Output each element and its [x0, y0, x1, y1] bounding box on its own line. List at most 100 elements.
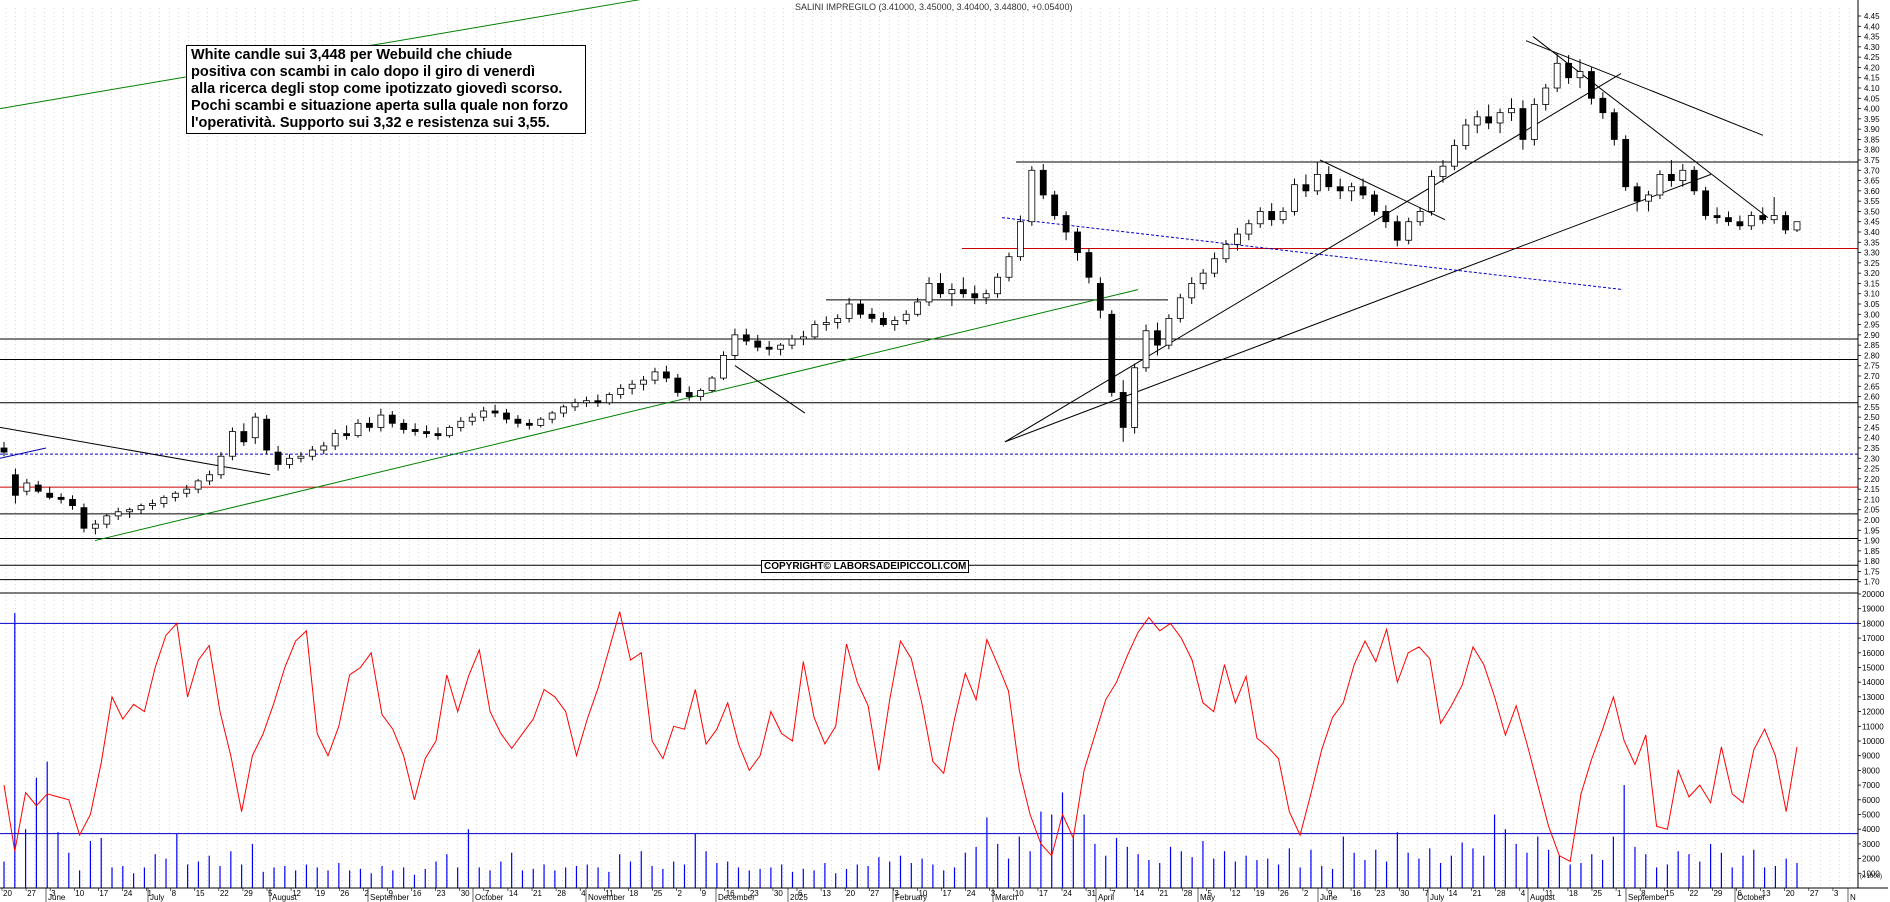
candle-body: [1702, 190, 1710, 216]
candle-body: [1588, 71, 1595, 99]
candle-body: [1747, 215, 1755, 227]
price-tick-label: 3.60: [1864, 187, 1880, 196]
candle-body: [662, 371, 670, 379]
candle-body: [1119, 392, 1127, 428]
volume-tick-label: 1000: [1862, 869, 1880, 878]
candle-body: [69, 499, 76, 506]
candle-body: [1268, 211, 1276, 221]
price-tick-label: 2.05: [1864, 506, 1880, 515]
day-label: 9: [388, 889, 393, 898]
candle: [103, 513, 111, 529]
day-label: 23: [1376, 889, 1385, 898]
day-label: 8: [1641, 889, 1646, 898]
candle-body: [1713, 215, 1721, 219]
candle: [1119, 380, 1127, 442]
trend-line: [94, 289, 1139, 542]
candle: [994, 273, 1001, 298]
day-label: 4: [581, 889, 586, 898]
candle-body: [925, 283, 933, 303]
day-label: 30: [1400, 889, 1409, 898]
day-label: 10: [1015, 889, 1024, 898]
candle-body: [1336, 186, 1344, 192]
candle-body: [1256, 211, 1264, 225]
candle-body: [1496, 112, 1504, 124]
candle-body: [1325, 173, 1333, 188]
candle: [1039, 164, 1047, 200]
day-label: 18: [629, 889, 638, 898]
volume-tick-label: 15000: [1862, 664, 1885, 673]
candle-body: [1485, 116, 1493, 124]
day-label: 22: [1689, 889, 1698, 898]
candle: [628, 380, 636, 395]
price-axis: 4.454.40 4.354.304.254.20 4.154.104.05 4.00…: [1857, 0, 1880, 888]
note-line: l'operatività. Supporto sui 3,32 e resis…: [191, 115, 550, 131]
candle: [1131, 363, 1139, 434]
candle: [1028, 166, 1036, 226]
candle: [1051, 190, 1059, 220]
candlestick-series: [0, 53, 1801, 535]
price-tick-label: 1.95: [1864, 526, 1880, 535]
day-label: 19: [316, 889, 325, 898]
volume-tick-label: 8000: [1862, 766, 1880, 775]
price-tick-label: 2.50: [1864, 413, 1880, 422]
day-label: 16: [413, 889, 422, 898]
candle-body: [1393, 221, 1401, 241]
candle-body: [194, 480, 202, 490]
volume-tick-label: 9000: [1862, 752, 1880, 761]
candle: [1542, 83, 1550, 111]
price-tick-label: 2.65: [1864, 382, 1880, 391]
candle-body: [1553, 62, 1561, 89]
candle-body: [331, 433, 339, 447]
candle: [1679, 164, 1687, 187]
day-label: 5: [268, 889, 273, 898]
price-tick-label: 3.65: [1864, 177, 1880, 186]
candle-body: [525, 422, 533, 426]
price-tick-label: 3.25: [1864, 259, 1880, 268]
candle: [1291, 178, 1298, 216]
candle: [171, 491, 179, 502]
candle-body: [1017, 221, 1024, 258]
candle-body: [1371, 194, 1378, 212]
day-label: 10: [918, 889, 927, 898]
candle: [777, 343, 784, 356]
candle-body: [1690, 169, 1698, 192]
volume-tick-label: 12000: [1862, 708, 1885, 717]
price-tick-label: 4.45: [1864, 12, 1880, 21]
candle-body: [240, 431, 248, 443]
candle-body: [994, 276, 1001, 295]
day-label: 11: [605, 889, 614, 898]
candle-body: [1291, 184, 1298, 212]
candle-body: [1302, 184, 1310, 192]
candle-body: [480, 410, 488, 418]
day-label: 20: [3, 889, 12, 898]
price-tick-label: 2.00: [1864, 516, 1880, 525]
candle: [503, 408, 510, 424]
month-label: October: [1737, 893, 1766, 902]
candle: [1599, 92, 1607, 119]
volume-tick-label: 17000: [1862, 634, 1885, 643]
price-tick-label: 3.05: [1864, 300, 1880, 309]
candle: [411, 423, 419, 436]
candle-body: [308, 449, 316, 457]
candle: [697, 388, 705, 401]
day-label: 16: [726, 889, 735, 898]
month-label: November: [588, 893, 625, 902]
analysis-note: White candle sui 3,448 per Webuild che c…: [186, 45, 586, 134]
candle: [742, 328, 750, 346]
candle-body: [800, 336, 807, 340]
candle: [480, 406, 488, 422]
candle: [708, 376, 716, 393]
price-tick-label: 1.90: [1864, 537, 1880, 546]
price-tick-label: 2.55: [1864, 403, 1880, 412]
volume-axis: 20000 19000 18000 17000 16000 15000 14000 13000…: [1858, 590, 1885, 880]
candle-body: [1656, 173, 1664, 196]
month-label: September: [370, 893, 409, 902]
day-label: 17: [1039, 889, 1048, 898]
candle: [1553, 53, 1561, 93]
candle: [1074, 227, 1081, 261]
candle: [1199, 269, 1207, 290]
candle: [662, 365, 670, 383]
candle: [583, 396, 590, 407]
candle-body: [537, 418, 545, 426]
candle: [1211, 252, 1218, 278]
